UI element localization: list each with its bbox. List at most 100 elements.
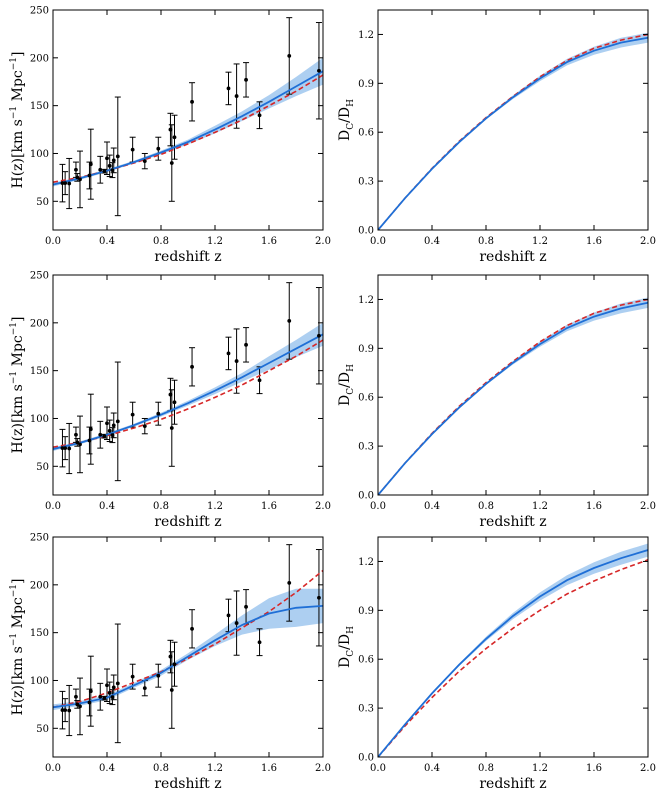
plot-content bbox=[378, 297, 648, 495]
data-point bbox=[156, 673, 161, 678]
x-tick-label: 0.8 bbox=[153, 501, 169, 512]
x-tick-label: 0.8 bbox=[478, 236, 494, 247]
data-point bbox=[130, 412, 135, 417]
y-tick-label: 250 bbox=[30, 533, 49, 544]
plot-area: 0.0 0.4 0.8 1.2 1.6 2.0 0.0 0.3 0.6 0.9 1.2 bbox=[358, 274, 656, 512]
data-point bbox=[156, 411, 161, 416]
data-point bbox=[74, 432, 78, 437]
panel-hubble-row-2: redshift z H(z)[km s−1 Mpc−1] 0.0 0.4 0.8 1… bbox=[9, 271, 331, 531]
data-point bbox=[257, 378, 262, 383]
data-point bbox=[169, 161, 174, 165]
panel-hubble-row-3: redshift z H(z)[km s−1 Mpc−1] 0.0 0.4 0.8 1… bbox=[9, 533, 331, 793]
y-tick-label: 1.2 bbox=[358, 30, 374, 41]
y-axis-label: DC/DH bbox=[337, 364, 356, 406]
data-point bbox=[98, 167, 103, 172]
data-point bbox=[87, 700, 92, 705]
data-point bbox=[317, 595, 321, 600]
y-tick-label: 200 bbox=[30, 318, 49, 329]
x-tick-label: 0.0 bbox=[370, 501, 386, 512]
data-point bbox=[317, 333, 321, 338]
data-point bbox=[142, 159, 147, 164]
y-tick-label: 200 bbox=[30, 53, 49, 64]
data-point bbox=[102, 169, 107, 174]
data-point bbox=[111, 685, 116, 690]
x-axis-label: redshift z bbox=[154, 249, 221, 265]
panel-distance-row-1: redshift z DC/DH 0.0 0.4 0.8 1.2 1.6 2.00.00.… bbox=[337, 9, 656, 265]
x-tick-label: 1.2 bbox=[532, 501, 548, 512]
data-point bbox=[168, 392, 173, 397]
confidence-band bbox=[53, 322, 323, 451]
x-axis-label: redshift z bbox=[479, 249, 546, 265]
data-point bbox=[244, 77, 248, 82]
x-tick-label: 0.0 bbox=[370, 236, 386, 247]
axes-frame bbox=[52, 9, 324, 231]
x-tick-label: 0.8 bbox=[478, 501, 494, 512]
y-tick-label: 100 bbox=[30, 414, 49, 425]
data-point bbox=[142, 424, 147, 429]
plot-content bbox=[53, 17, 323, 217]
data-point bbox=[88, 689, 93, 694]
data-point bbox=[98, 694, 103, 699]
y-axis-label: H(z)[km s−1 Mpc−1] bbox=[9, 317, 26, 454]
plot-content bbox=[53, 282, 323, 482]
data-point bbox=[60, 446, 65, 451]
y-tick-label: 200 bbox=[30, 580, 49, 591]
data-point bbox=[287, 54, 292, 58]
y-axis-label: H(z)[km s−1 Mpc−1] bbox=[9, 579, 26, 716]
data-point bbox=[234, 621, 239, 625]
data-point bbox=[75, 175, 80, 180]
data-point bbox=[102, 434, 107, 439]
y-tick-label: 150 bbox=[30, 101, 49, 112]
reference-curve bbox=[53, 74, 323, 183]
data-point bbox=[172, 400, 177, 405]
data-point bbox=[257, 640, 262, 645]
reference-curve bbox=[378, 33, 648, 230]
plot-content bbox=[53, 544, 323, 744]
data-point bbox=[87, 173, 92, 178]
x-tick-label: 0.8 bbox=[153, 763, 169, 774]
data-point bbox=[110, 168, 115, 173]
data-point bbox=[115, 154, 120, 159]
fit-curve bbox=[378, 301, 648, 495]
x-tick-label: 1.6 bbox=[261, 763, 277, 774]
data-point bbox=[88, 427, 93, 432]
data-point bbox=[78, 442, 82, 447]
data-point bbox=[107, 428, 112, 433]
y-tick-label: 0.9 bbox=[358, 606, 374, 617]
axes-frame bbox=[377, 536, 649, 758]
y-tick-label: 0.3 bbox=[358, 177, 374, 188]
data-point bbox=[172, 135, 177, 140]
data-point bbox=[87, 438, 92, 443]
data-point bbox=[156, 146, 161, 151]
confidence-band bbox=[378, 543, 648, 757]
x-tick-label: 1.2 bbox=[207, 501, 223, 512]
plot-content bbox=[378, 32, 648, 230]
y-tick-label: 0.9 bbox=[358, 79, 374, 90]
confidence-band bbox=[378, 297, 648, 495]
fit-curve bbox=[53, 70, 323, 186]
data-point bbox=[234, 94, 239, 98]
x-tick-label: 0.0 bbox=[45, 763, 61, 774]
y-tick-label: 150 bbox=[30, 628, 49, 639]
data-point bbox=[67, 181, 72, 186]
y-axis-label: DC/DH bbox=[337, 626, 356, 668]
data-point bbox=[168, 654, 173, 659]
y-tick-label: 0.0 bbox=[358, 753, 374, 764]
data-point bbox=[60, 708, 65, 713]
y-tick-label: 0.0 bbox=[358, 226, 374, 237]
y-tick-label: 0.0 bbox=[358, 491, 374, 502]
y-tick-label: 0.6 bbox=[358, 655, 374, 666]
data-point bbox=[234, 359, 239, 363]
fit-curve bbox=[53, 605, 323, 709]
y-tick-label: 100 bbox=[30, 149, 49, 160]
x-tick-label: 0.4 bbox=[99, 763, 115, 774]
axes-frame bbox=[377, 274, 649, 496]
x-axis-label: redshift z bbox=[154, 514, 221, 530]
fit-curve bbox=[378, 549, 648, 757]
data-point bbox=[287, 319, 292, 323]
y-axis-label: DC/DH bbox=[337, 99, 356, 141]
x-tick-label: 0.4 bbox=[424, 236, 440, 247]
x-axis-label: redshift z bbox=[479, 514, 546, 530]
data-point bbox=[107, 690, 112, 695]
x-tick-label: 1.6 bbox=[586, 236, 602, 247]
